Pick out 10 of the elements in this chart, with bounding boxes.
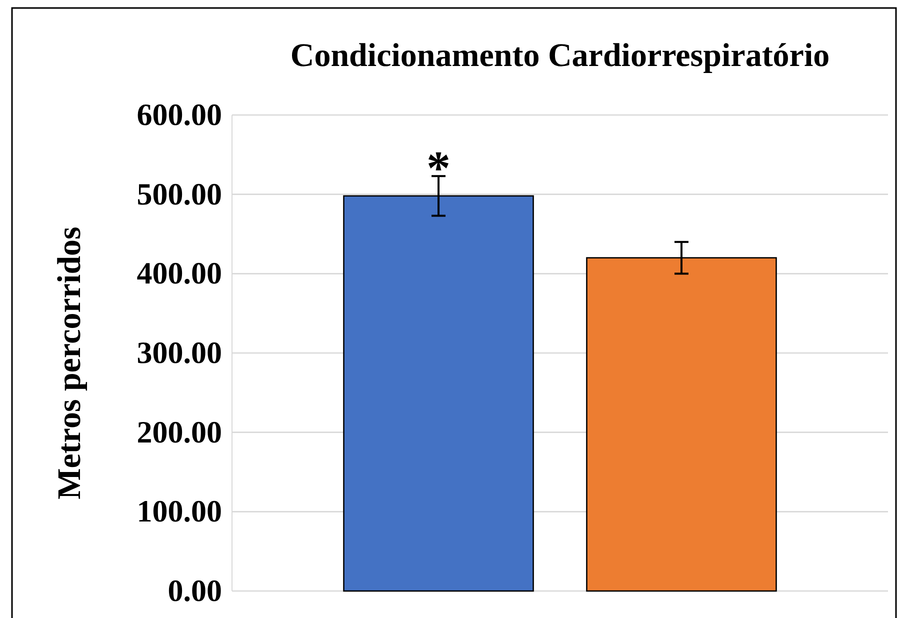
chart-title: Condicionamento Cardiorrespiratório: [290, 38, 830, 74]
y-tick-label: 600.00: [136, 96, 222, 132]
y-tick-label: 400.00: [136, 256, 222, 291]
y-tick-label: 100.00: [136, 494, 222, 529]
y-tick-label: 500.00: [136, 176, 222, 212]
y-tick-label: 0.00: [168, 572, 222, 608]
y-tick-label: 200.00: [136, 414, 222, 450]
y-axis-title: Metros percorridos: [52, 226, 88, 500]
annotation: *: [426, 142, 451, 196]
y-tick-label: 300.00: [136, 334, 222, 370]
